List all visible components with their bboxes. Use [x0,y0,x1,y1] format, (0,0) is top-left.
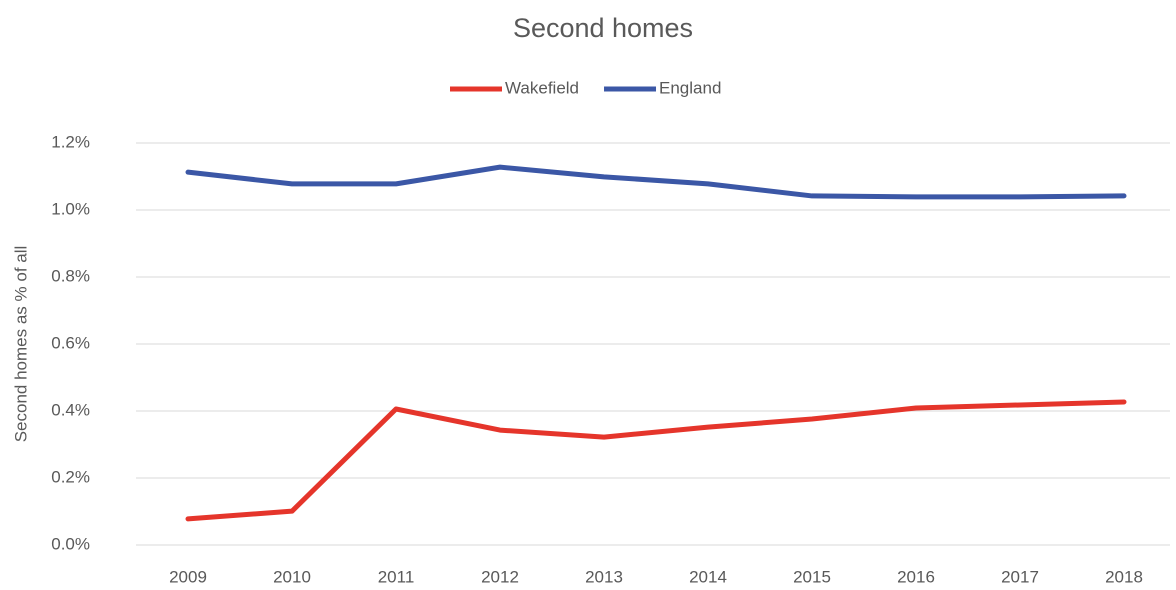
x-tick-label: 2014 [689,567,727,586]
line-series [185,164,1127,200]
x-tick-label: 2016 [897,567,935,586]
x-tick-label: 2010 [273,567,311,586]
legend-label: England [659,78,721,97]
line-series [185,399,1127,522]
x-tick-label: 2011 [378,567,415,586]
y-tick-label: 0.0% [51,534,90,553]
x-tick-label: 2018 [1105,567,1143,586]
legend-label: Wakefield [505,78,579,97]
y-tick-label: 1.0% [51,199,90,218]
y-tick-label: 0.4% [51,400,90,419]
y-tick-label: 0.2% [51,467,90,486]
y-axis-label: Second homes as % of all [11,246,30,443]
x-tick-label: 2009 [169,567,207,586]
chart-title: Second homes [513,13,693,43]
y-tick-label: 1.2% [51,132,90,151]
x-tick-label: 2013 [585,567,623,586]
y-tick-label: 0.6% [51,333,90,352]
x-tick-label: 2017 [1001,567,1039,586]
x-tick-label: 2012 [481,567,519,586]
y-tick-label: 0.8% [51,266,90,285]
x-tick-label: 2015 [793,567,831,586]
